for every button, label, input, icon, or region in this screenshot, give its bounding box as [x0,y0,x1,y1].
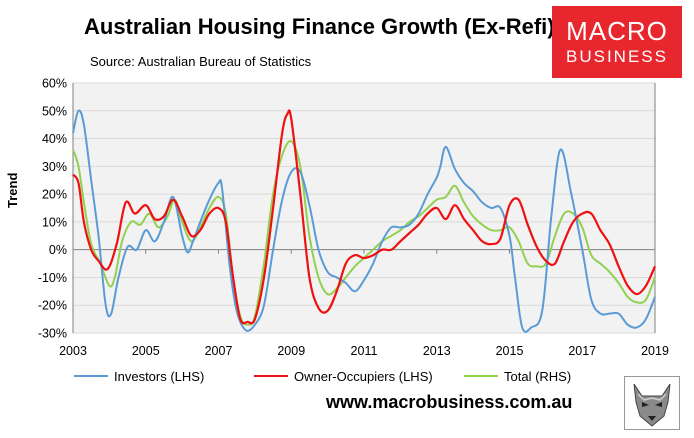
x-tick-label: 2015 [496,344,524,358]
legend-label-investors: Investors (LHS) [114,368,205,384]
chart-subtitle: Source: Australian Bureau of Statistics [90,54,312,69]
axes [72,83,656,333]
x-tick-label: 2017 [568,344,596,358]
tick-labels: 60% 50% 40% 30% 20% 10% 0% -10% -20% -30% 2003 2005… [38,77,669,359]
legend-label-total: Total (RHS) [504,368,572,384]
legend-total: Total (RHS) [464,366,571,386]
legend-label-owner-occupiers: Owner-Occupiers (LHS) [294,368,433,384]
x-tick-label: 2007 [205,344,233,358]
legend-owner-occupiers: Owner-Occupiers (LHS) [254,366,433,386]
wolf-icon [624,376,680,430]
y-tick-label: -30% [38,327,67,341]
grid-lines [73,82,655,334]
series-line-owner-occupiers [72,109,657,325]
y-tick-label: -10% [38,271,67,285]
chart-title: Australian Housing Finance Growth (Ex-Re… [84,14,555,39]
macrobusiness-logo: MACRO BUSINESS [552,6,682,78]
x-tick-label: 2003 [59,344,87,358]
plot-area [73,83,655,333]
series-line-investors [72,109,656,333]
website-url: www.macrobusiness.com.au [326,392,573,412]
y-tick-label: 30% [42,160,67,174]
legend-swatch-owner-occupiers [254,375,288,377]
x-tick-label: 2005 [132,344,160,358]
x-tick-label: 2013 [423,344,451,358]
legend-swatch-investors [74,375,108,377]
y-tick-label: 60% [42,77,67,91]
y-tick-label: 20% [42,188,67,202]
logo-line-1: MACRO [566,16,668,46]
x-tick-label: 2011 [351,344,378,358]
legend-investors: Investors (LHS) [74,366,204,386]
y-tick-label: 10% [42,215,67,229]
x-tick-label: 2009 [277,344,305,358]
series-line-total [72,140,656,326]
y-tick-label: 40% [42,132,67,146]
y-tick-label: 0% [49,243,67,257]
x-tick-label: 2019 [641,344,669,358]
legend-swatch-total [464,375,498,377]
series-lines [72,109,657,333]
y-tick-label: -20% [38,299,67,313]
y-tick-label: 50% [42,104,67,118]
logo-line-2: BUSINESS [566,47,668,66]
